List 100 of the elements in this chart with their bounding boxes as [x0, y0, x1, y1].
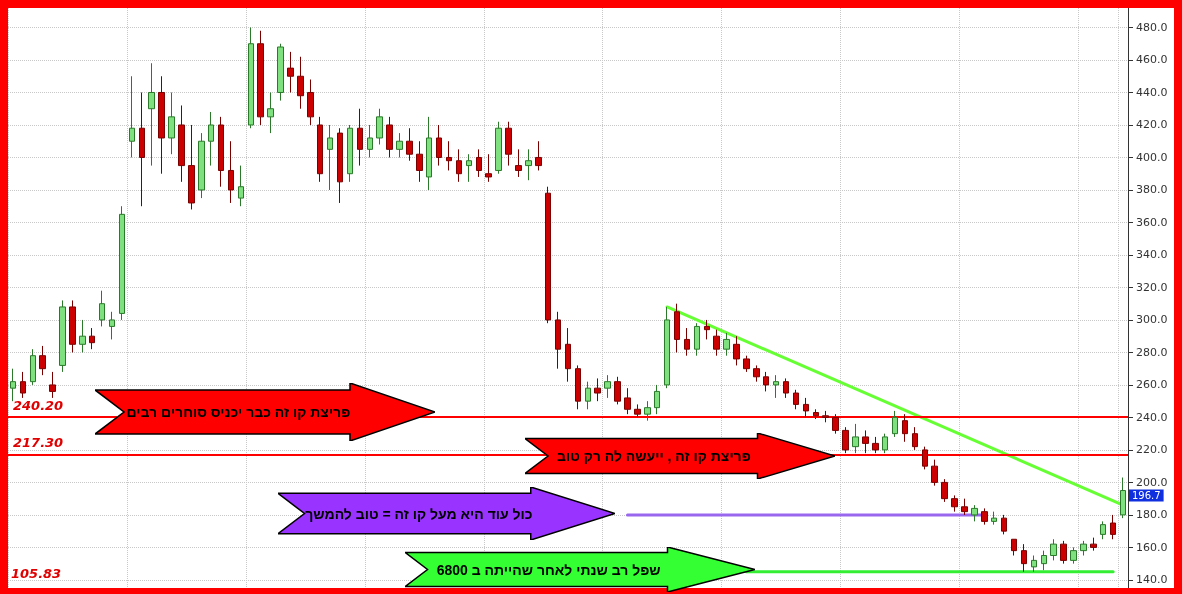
candlestick — [446, 140, 452, 171]
y-tick-label: 360.0 — [1136, 215, 1168, 229]
candlestick — [733, 335, 740, 366]
candlestick — [20, 371, 26, 399]
candlestick — [674, 303, 680, 353]
ref-line-label: 240.20 — [13, 398, 64, 414]
candlestick — [1080, 540, 1087, 557]
candlestick — [862, 429, 869, 454]
candlestick — [228, 140, 234, 204]
candlestick — [931, 459, 938, 487]
candlestick — [267, 91, 274, 134]
candlestick — [1011, 538, 1017, 557]
y-tick-label: 460.0 — [1136, 53, 1168, 67]
candlestick — [1021, 543, 1027, 573]
candlestick — [59, 299, 66, 373]
y-tick-label: 380.0 — [1136, 183, 1168, 197]
candlestick — [763, 371, 769, 392]
candlestick — [822, 410, 829, 423]
candlestick — [912, 426, 918, 451]
candlestick — [783, 377, 789, 399]
candlestick — [723, 332, 730, 357]
candlestick — [545, 186, 551, 324]
candlestick — [941, 478, 948, 503]
candlestick — [575, 364, 581, 410]
y-tick-label: 400.0 — [1136, 150, 1168, 164]
annotation: פריצת קו זה כבר יכניס סוחרים רבים — [126, 403, 351, 422]
candlestick — [604, 374, 611, 399]
candlestick — [386, 116, 393, 158]
y-tick-label: 300.0 — [1136, 313, 1168, 327]
candlestick — [426, 116, 432, 191]
candlestick — [872, 436, 879, 454]
y-tick-label: 280.0 — [1136, 345, 1168, 359]
candlestick — [248, 27, 254, 129]
candlestick — [842, 426, 849, 454]
candlestick — [178, 104, 185, 183]
y-tick-label: 220.0 — [1136, 443, 1168, 457]
candlestick — [49, 371, 56, 399]
candlestick — [347, 124, 353, 183]
candlestick — [813, 408, 819, 420]
candlestick — [971, 504, 978, 522]
candlestick — [634, 403, 641, 418]
y-tick-label: 440.0 — [1136, 85, 1168, 99]
candlestick — [277, 43, 284, 102]
candlestick — [505, 121, 512, 167]
candlestick — [99, 290, 105, 327]
candlestick — [614, 376, 621, 405]
text: 196.7 — [1132, 490, 1161, 502]
candlestick — [188, 124, 195, 210]
candlestick — [307, 78, 314, 126]
candlestick — [238, 165, 244, 207]
y-tick-label: 480.0 — [1136, 21, 1168, 34]
annotation: שפל רב שנתי לאחר שהייתה ב 6800 — [435, 560, 662, 580]
candlestick — [951, 494, 958, 513]
candlestick — [148, 62, 155, 167]
candlestick — [644, 400, 651, 422]
y-tick-label: 160.0 — [1136, 540, 1168, 554]
annotation: פריצת קו זה , ייעשה לה רק טוב — [555, 447, 752, 466]
candlestick — [961, 498, 968, 516]
candlestick — [852, 423, 859, 454]
candlestick — [139, 91, 145, 207]
candlestick — [79, 319, 86, 353]
candlestick — [436, 124, 442, 167]
candlestick — [69, 299, 76, 353]
candlestick — [1031, 555, 1037, 573]
candlestick — [376, 108, 383, 145]
candlestick — [1070, 546, 1077, 565]
candlestick — [109, 311, 115, 340]
ref-line-label: 217.30 — [13, 435, 64, 451]
candlestick — [129, 75, 135, 158]
candlestick — [218, 116, 224, 188]
candlestick — [297, 56, 304, 110]
y-tick-label: 320.0 — [1136, 280, 1168, 294]
candlestick — [158, 75, 165, 175]
candlestick — [456, 148, 462, 183]
candlestick — [753, 364, 760, 383]
candlestick — [902, 413, 908, 443]
candlestick — [1120, 477, 1126, 519]
candlestick — [287, 51, 294, 93]
candlestick — [1090, 537, 1097, 552]
candlestick — [327, 124, 333, 191]
candlestick — [981, 507, 988, 526]
candlestick — [832, 413, 839, 435]
candlestick — [495, 121, 502, 175]
annotation: 105.83 — [11, 566, 62, 581]
candlestick — [515, 148, 522, 178]
candlestick — [367, 124, 373, 158]
candlestick — [743, 355, 750, 373]
candlestick — [396, 132, 403, 158]
candlestick — [991, 511, 997, 526]
candlestick — [39, 345, 46, 376]
y-tick-label: 260.0 — [1136, 378, 1168, 392]
candlestick — [585, 381, 591, 410]
candlestick — [476, 148, 482, 178]
candlestick — [1100, 520, 1106, 540]
candlestick — [198, 132, 205, 199]
candlestick — [466, 153, 472, 183]
candlestick — [565, 327, 571, 383]
candlestick — [89, 327, 95, 350]
candlestick — [525, 148, 532, 181]
candlestick — [713, 329, 720, 357]
